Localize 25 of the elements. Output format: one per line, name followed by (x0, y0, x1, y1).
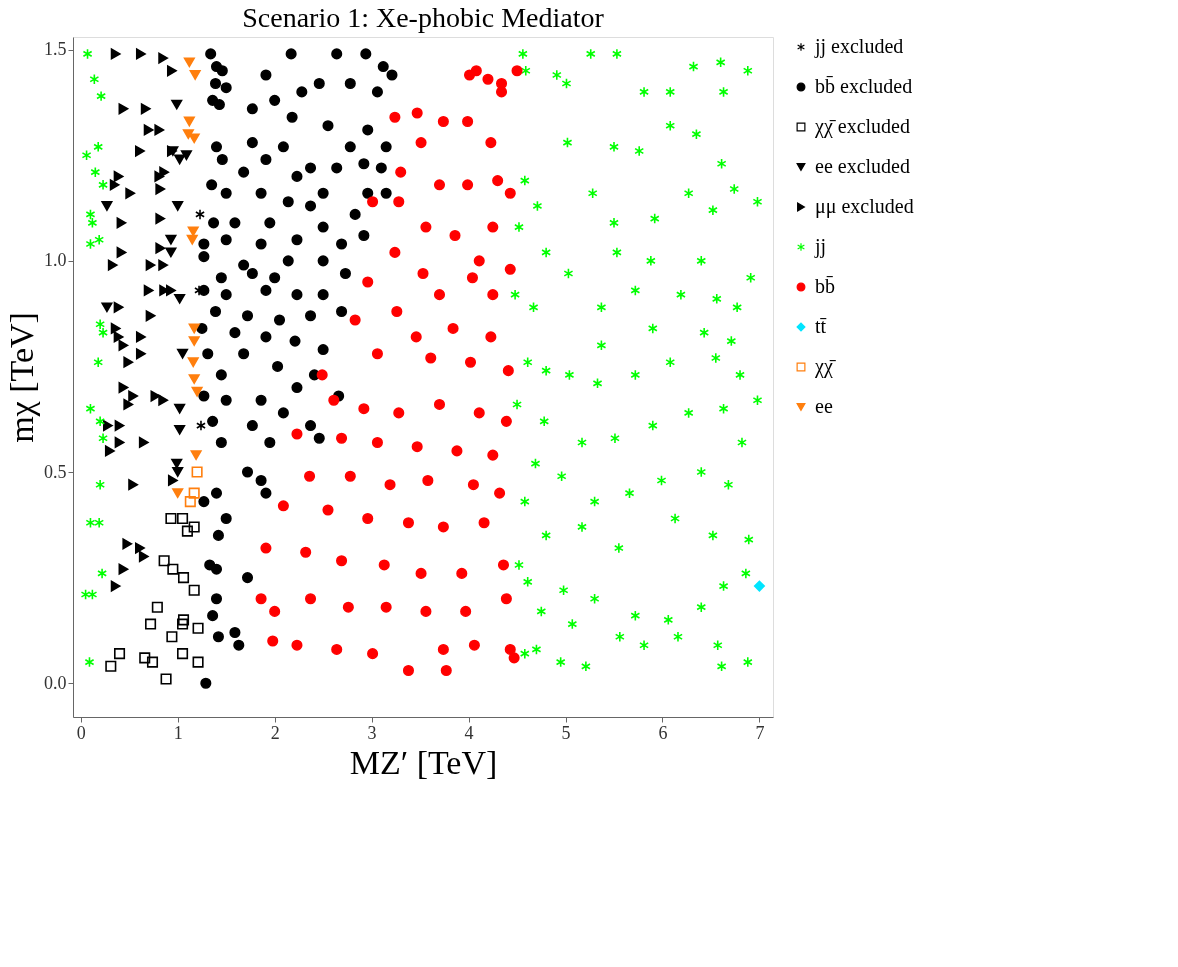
legend-label: jj (814, 235, 827, 258)
x-axis-title: MZ′ [TeV] (349, 743, 498, 781)
legend-label: tt̄ (815, 315, 828, 337)
legend-label: jj excluded (814, 35, 904, 58)
x-tick-label: 4 (464, 722, 474, 743)
legend-label: bb̄ excluded (815, 75, 913, 97)
y-tick-label: 1.5 (44, 39, 67, 60)
y-tick-label: 0.5 (44, 461, 67, 482)
legend-label: ee excluded (815, 155, 910, 177)
y-tick-label: 1.0 (44, 250, 67, 271)
legend-label: bb̄ (815, 275, 835, 297)
x-tick-label: 6 (658, 722, 668, 743)
y-axis-title: mχ [TeV] (3, 312, 40, 443)
x-tick-label: 0 (76, 722, 86, 743)
y-tick-label: 0.0 (44, 672, 67, 693)
x-tick-label: 7 (755, 722, 765, 743)
x-tick-label: 1 (173, 722, 183, 743)
x-tick-label: 2 (270, 722, 280, 743)
chart-title: Scenario 1: Xe-phobic Mediator (242, 2, 605, 33)
legend-label: χχ̄ (814, 355, 837, 378)
legend-label: μμ excluded (815, 195, 914, 218)
legend-label: χχ̄ excluded (814, 115, 910, 138)
legend-label: ee (815, 395, 833, 417)
x-tick-label: 5 (561, 722, 571, 743)
x-tick-label: 3 (367, 722, 377, 743)
